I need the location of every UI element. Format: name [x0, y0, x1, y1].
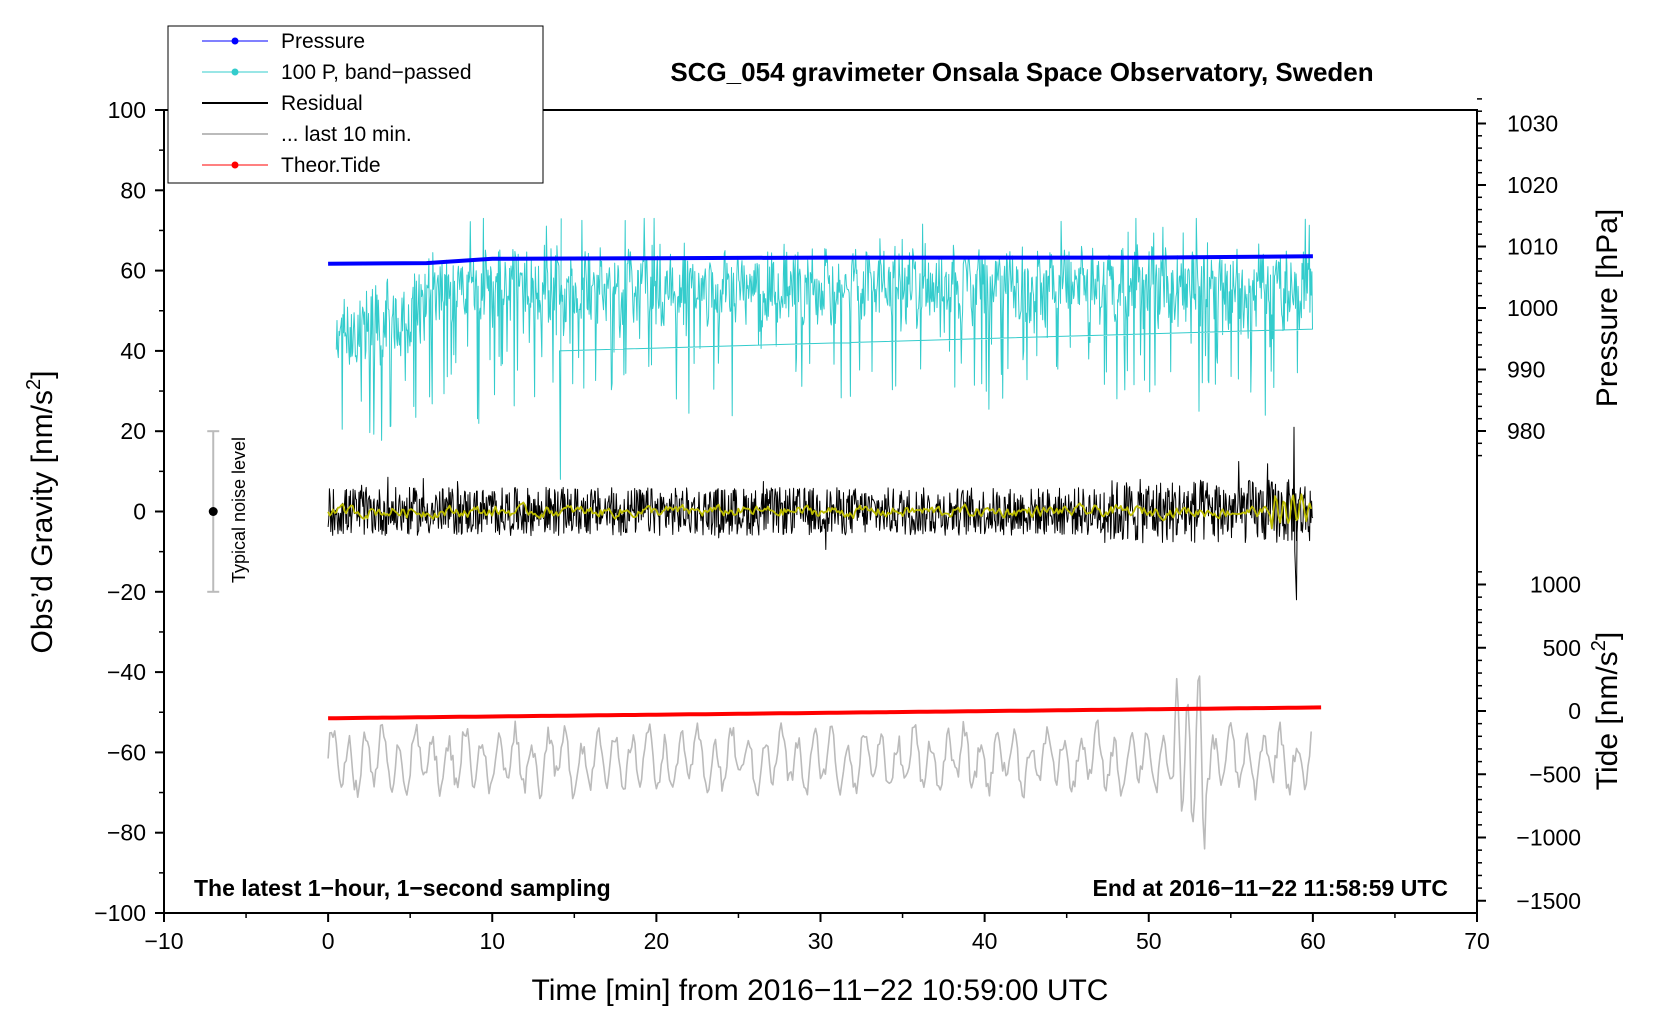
y-axis-label-tide: Tide [nm/s2] — [1588, 632, 1624, 790]
y-tick-label: −100 — [94, 900, 146, 926]
x-tick-label: 10 — [479, 928, 505, 954]
x-axis-label: Time [min] from 2016−11−22 10:59:00 UTC — [532, 974, 1109, 1007]
pressure-tick-label: 1010 — [1507, 234, 1558, 260]
x-tick-label: −10 — [144, 928, 183, 954]
tide-label-main: Tide [nm/s — [1591, 651, 1624, 790]
legend-label-pressure: Pressure — [281, 30, 365, 53]
y-tick-label: 0 — [133, 499, 146, 525]
series-last10-line — [327, 675, 1312, 850]
tide-label-close: ] — [1591, 632, 1624, 640]
y-tick-label: 60 — [120, 258, 146, 284]
x-tick-label: 50 — [1136, 928, 1162, 954]
y-axis-label-close: ] — [26, 371, 59, 379]
legend-dot-tide — [231, 161, 239, 169]
x-tick-label: 20 — [644, 928, 670, 954]
annotation-sampling: The latest 1−hour, 1−second sampling — [194, 875, 611, 901]
y-tick-label: −60 — [107, 739, 146, 765]
x-tick-label: 0 — [322, 928, 335, 954]
y-tick-label: 80 — [120, 177, 146, 203]
x-tick-label: 40 — [972, 928, 998, 954]
legend-label-bandpassed: 100 P, band−passed — [281, 61, 472, 84]
series-layer — [327, 217, 1322, 850]
pressure-tick-label: 1000 — [1507, 295, 1558, 321]
legend-label-residual: Residual — [281, 92, 363, 115]
ticks-layer: −10 0 10 20 30 40 50 60 70−100−80−60−40−20020406… — [94, 97, 1581, 954]
legend: Pressure 100 P, band−passed Residual ...… — [167, 25, 544, 184]
tide-tick-label: 0 — [1568, 698, 1581, 724]
y-axis-label-gravity: Obs’d Gravity [nm/s2] — [23, 371, 59, 654]
pressure-tick-label: 990 — [1507, 357, 1545, 383]
y-axis-label-main: Obs’d Gravity [nm/s — [26, 390, 59, 653]
series-residual-line — [327, 461, 1314, 550]
y-tick-label: −20 — [107, 579, 146, 605]
pressure-tick-label: 1020 — [1507, 172, 1558, 198]
series-smoothed-line — [327, 493, 1313, 530]
tide-tick-label: −500 — [1529, 761, 1581, 787]
x-tick-label: 70 — [1464, 928, 1490, 954]
y-tick-label: 100 — [108, 97, 146, 123]
y-tick-label: 40 — [120, 338, 146, 364]
legend-label-tide: Theor.Tide — [281, 154, 381, 177]
y-tick-label: −40 — [107, 659, 146, 685]
chart-title: SCG_054 gravimeter Onsala Space Observat… — [670, 57, 1373, 87]
tide-tick-label: −1000 — [1516, 825, 1581, 851]
legend-dot-pressure — [231, 37, 239, 45]
tide-tick-label: 1000 — [1530, 572, 1581, 598]
tide-tick-label: −1500 — [1516, 888, 1581, 914]
x-tick-label: 60 — [1300, 928, 1326, 954]
series-pressure-line — [328, 254, 1313, 266]
pressure-tick-label: 1030 — [1507, 111, 1558, 137]
y-axis-label-pressure: Pressure [hPa] — [1591, 209, 1624, 407]
legend-dot-bandpassed — [231, 68, 239, 76]
y-tick-label: 20 — [120, 418, 146, 444]
y-tick-label: −80 — [107, 820, 146, 846]
noise-label: Typical noise level — [229, 437, 249, 583]
tide-tick-label: 500 — [1543, 635, 1581, 661]
x-tick-label: 30 — [808, 928, 834, 954]
noise-indicator: Typical noise level — [207, 430, 249, 593]
series-residual-spike — [1292, 426, 1298, 601]
annotation-end-time: End at 2016−11−22 11:58:59 UTC — [1093, 875, 1448, 901]
tide-label-sup: 2 — [1588, 640, 1610, 651]
series-tide-line — [328, 705, 1322, 721]
legend-box — [167, 25, 544, 184]
legend-label-last10: ... last 10 min. — [281, 123, 412, 146]
y-axis-label-sup: 2 — [23, 379, 45, 390]
noise-center-dot — [208, 507, 218, 516]
pressure-tick-label: 980 — [1507, 418, 1545, 444]
